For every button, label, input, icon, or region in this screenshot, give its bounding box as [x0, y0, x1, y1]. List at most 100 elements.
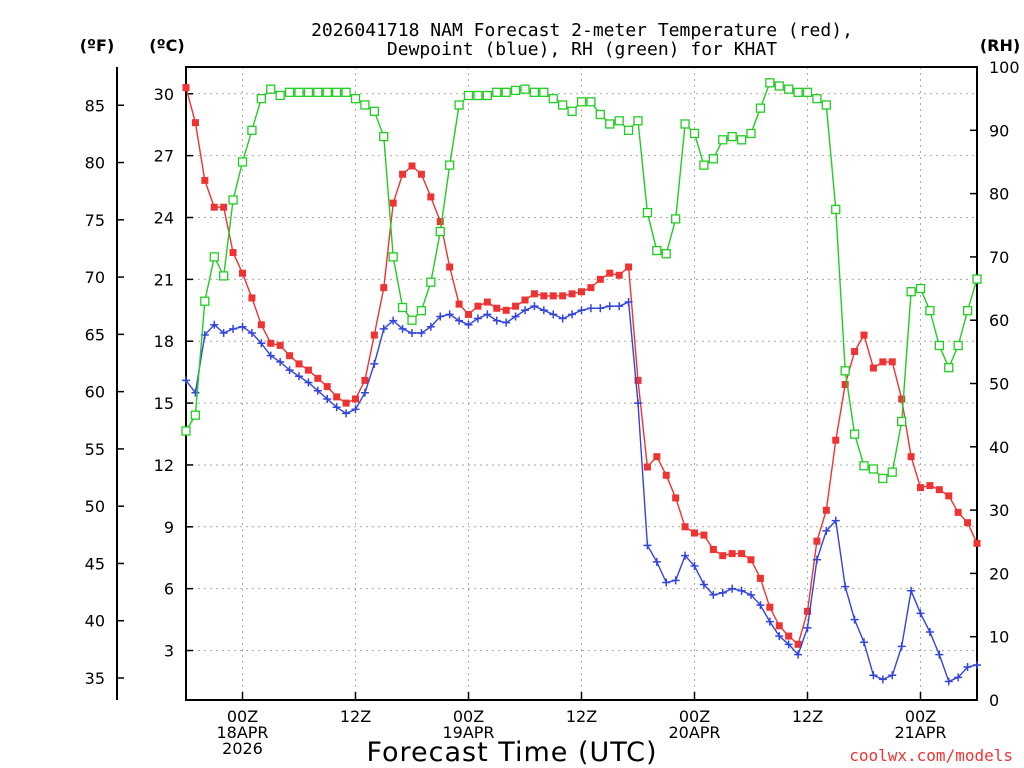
dewpoint-point: [605, 302, 614, 311]
dewpoint-point: [822, 526, 831, 535]
rh-point: [642, 207, 653, 218]
fahrenheit-tick-label: 45: [85, 554, 105, 573]
rh-point: [595, 109, 605, 120]
celsius-tick-label: 21: [154, 270, 174, 289]
dewpoint-point: [897, 642, 906, 651]
temperature-point: [267, 339, 275, 347]
dewpoint-point: [426, 322, 435, 331]
temperature-point: [672, 494, 680, 502]
time-tick-label: 12Z: [340, 707, 371, 726]
rh-point: [294, 87, 304, 97]
dewpoint-point: [925, 627, 934, 636]
time-tick-label: 19APR: [442, 723, 494, 742]
rh-point: [793, 87, 803, 97]
fahrenheit-tick-label: 60: [85, 383, 105, 402]
dewpoint-point: [690, 561, 699, 570]
temperature-point: [851, 348, 859, 356]
temperature-point: [775, 622, 783, 630]
rh-point: [200, 296, 210, 306]
dewpoint-point: [257, 339, 266, 348]
rh-point: [247, 125, 257, 135]
rh-point: [445, 160, 455, 170]
rh-point: [906, 287, 916, 297]
rh-point: [284, 87, 295, 97]
dewpoint-point: [219, 328, 228, 337]
rh-point: [623, 125, 634, 135]
rh-point: [435, 226, 445, 237]
rh-point: [972, 274, 982, 284]
temperature-point: [766, 603, 774, 611]
dewpoint-point: [511, 312, 520, 321]
dewpoint-point: [831, 516, 840, 525]
rh-point: [520, 84, 530, 94]
rh-point: [303, 87, 314, 97]
dewpoint-point: [784, 640, 793, 649]
rh-tick-label: 20: [989, 564, 1009, 583]
rh-point: [360, 100, 370, 110]
temperature-point: [465, 310, 472, 318]
temperature-point: [653, 453, 661, 461]
time-tick-label: 21APR: [894, 723, 946, 742]
temperature-point: [370, 331, 378, 339]
rh-point: [379, 131, 389, 142]
dewpoint-point: [332, 403, 341, 412]
temperature-point: [587, 284, 595, 292]
temperature-point: [756, 574, 764, 582]
rh-point: [784, 84, 794, 94]
rh-point: [614, 116, 624, 126]
dewpoint-point: [699, 580, 708, 589]
series: [181, 78, 982, 686]
temperature-point: [813, 537, 821, 545]
temperature-point: [578, 288, 585, 296]
rh-point: [332, 87, 342, 97]
rh-point: [576, 97, 587, 107]
dewpoint-point: [718, 588, 727, 597]
dewpoint-point: [662, 578, 671, 587]
dewpoint-point: [502, 318, 511, 327]
rh-point: [181, 426, 191, 436]
rh-point: [407, 315, 417, 325]
rh-point: [915, 283, 926, 294]
dewpoint-point: [360, 388, 369, 397]
dewpoint-point: [483, 310, 492, 319]
rh-point: [266, 84, 276, 94]
temperature-point: [483, 298, 491, 306]
temperature-point: [568, 290, 576, 298]
temperature-point: [286, 352, 294, 360]
dewpoint-point: [954, 673, 963, 682]
fahrenheit-tick-label: 80: [85, 154, 105, 173]
chart-title-line2: Dewpoint (blue), RH (green) for KHAT: [387, 39, 777, 60]
rh-point: [774, 81, 784, 91]
rh-point: [953, 340, 963, 351]
dewpoint-point: [530, 302, 539, 311]
rh-point: [849, 429, 860, 439]
rh-series: [181, 78, 982, 484]
dewpoint-point: [417, 328, 426, 337]
temperature-point: [248, 294, 256, 302]
temperature-point: [860, 331, 868, 339]
dewpoint-point: [266, 351, 275, 360]
dewpoint-point: [596, 304, 605, 313]
temperature-point: [945, 492, 953, 500]
temperature-point: [935, 486, 943, 494]
dewpoint-point: [775, 632, 784, 641]
dewpoint-point: [765, 617, 774, 626]
rh-point: [237, 157, 248, 167]
rh-point: [661, 249, 671, 259]
temperature-point: [210, 203, 218, 211]
dewpoint-point: [464, 320, 473, 329]
time-tick-label: 20APR: [668, 723, 720, 742]
rh-point: [746, 128, 756, 139]
dewpoint-point: [728, 584, 737, 593]
dewpoint-point: [907, 586, 916, 595]
temperature-point: [408, 162, 416, 170]
temperature-point: [822, 506, 830, 514]
temperature-point: [474, 302, 482, 310]
temperature-point: [521, 296, 529, 304]
temperature-point: [493, 304, 501, 312]
dewpoint-point: [568, 310, 577, 319]
temperature-series: [182, 84, 981, 648]
dewpoint-point: [944, 677, 953, 686]
